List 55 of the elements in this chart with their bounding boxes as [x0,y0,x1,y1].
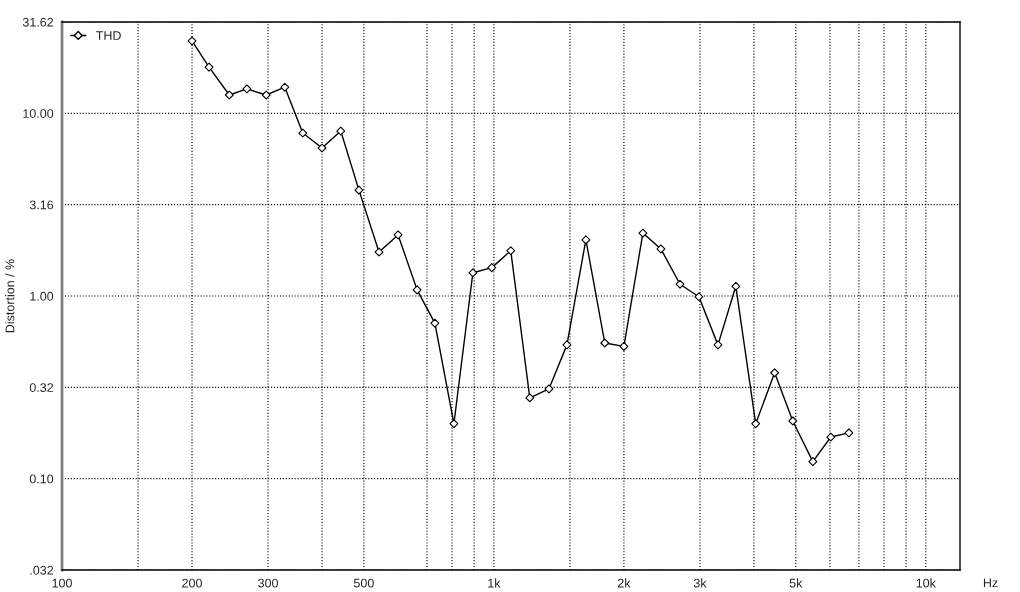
point [317,143,327,153]
y-tick-label: 3.16 [29,200,54,210]
point [731,281,741,291]
x-tick-label: 3k [693,578,707,588]
point [468,268,478,278]
point [619,341,629,351]
x-tick-label: 10k [916,578,936,588]
point [449,419,459,429]
point [280,82,290,92]
y-tick-label: 0.32 [29,383,54,392]
point [788,416,798,426]
point [224,90,234,100]
x-tick-label: 5k [789,578,803,588]
point [600,338,610,348]
point [713,340,723,350]
y-tick-label: 31.62 [22,17,54,27]
point [826,432,836,442]
point [844,428,854,438]
point [187,36,197,46]
point [770,368,780,378]
point [336,126,346,136]
point [525,393,535,403]
point [694,292,704,302]
y-tick-label: 1.00 [30,291,54,301]
point [204,62,214,72]
point [638,228,648,238]
point [581,235,591,245]
x-tick-label: 2k [617,578,631,588]
point [487,263,497,273]
point [675,279,685,289]
x-tick-label: 500 [353,578,374,588]
point [430,318,440,328]
point [751,419,761,429]
point [506,246,516,256]
x-tick-label: 300 [258,578,279,588]
point [412,285,422,295]
legend-label: THD [96,31,121,40]
y-axis-title: Distortion / % [5,259,15,333]
x-tick-label: 200 [182,578,202,588]
point [393,230,403,240]
point [242,84,252,94]
x-axis-title: Hz [983,578,998,588]
point [656,244,666,254]
point [261,90,271,100]
point [298,128,308,138]
point [354,185,364,195]
point [544,384,554,394]
x-tick-label: 100 [52,578,72,588]
point [562,340,572,350]
point [808,457,818,467]
y-tick-label: 10.00 [23,109,54,118]
x-tick-label: 1k [488,578,501,588]
point [374,247,384,257]
y-tick-label: .032 [30,565,54,575]
y-tick-label: 0.10 [29,474,54,484]
